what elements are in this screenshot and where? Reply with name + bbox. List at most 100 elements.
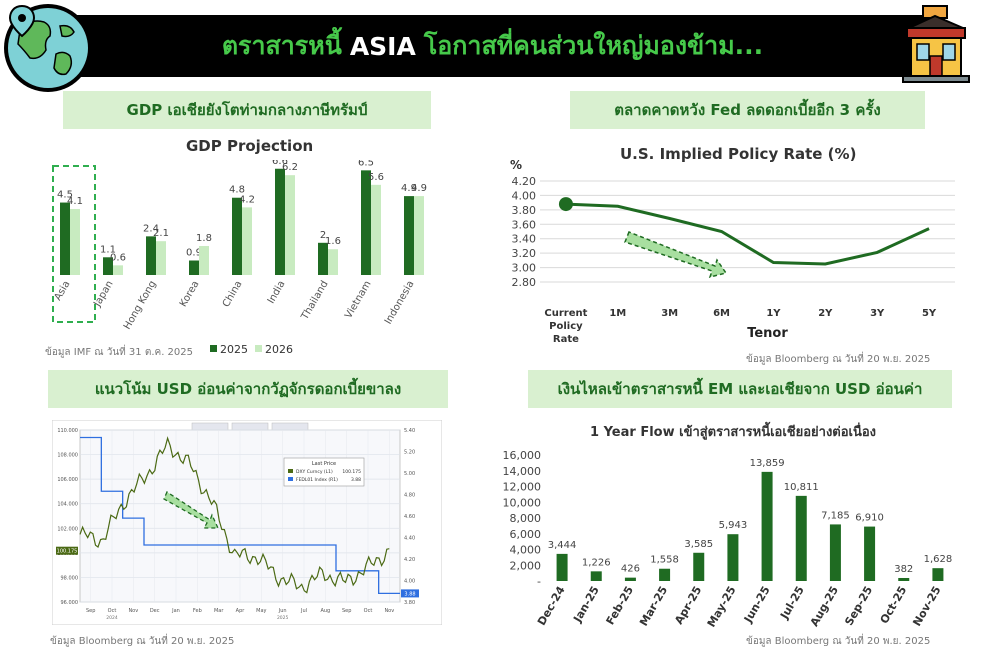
- gdp-bar-2025-2: [146, 236, 156, 275]
- gdp-data-label: 2.1: [153, 228, 169, 239]
- flow-data-label: 1,558: [650, 555, 679, 566]
- section-title-flow: เงินไหลเข้าตราสารหนี้ EM และเอเชียจาก US…: [528, 370, 952, 408]
- usd-toolbar-tab-2: [271, 422, 309, 431]
- gdp-bar-2026-3: [199, 246, 209, 275]
- gdp-data-label: 1.8: [196, 233, 212, 244]
- gdp-category-label: Indonesia: [383, 279, 417, 326]
- usd-left-tick: 106.000: [57, 477, 78, 483]
- flow-data-label: 7,185: [821, 510, 850, 521]
- flow-y-tick: 6,000: [510, 528, 542, 541]
- usd-right-tick: 4.80: [404, 493, 415, 499]
- flow-y-tick: 14,000: [503, 465, 542, 478]
- gdp-bar-2025-6: [318, 242, 328, 275]
- policy-x-tick: 1Y: [766, 308, 781, 319]
- gdp-bar-2026-1: [113, 265, 123, 275]
- flow-data-label: 10,811: [784, 482, 819, 493]
- gdp-category-label: Thailand: [299, 279, 331, 323]
- flow-source: ข้อมูล Bloomberg ณ วันที่ 20 พ.ย. 2025: [746, 636, 931, 647]
- gdp-bar-2025-5: [275, 168, 285, 275]
- gdp-category-label: Asia: [53, 279, 73, 303]
- gdp-data-label: 5.6: [368, 172, 384, 183]
- gdp-bar-2025-8: [404, 196, 414, 275]
- usd-toolbar-tab-0: [191, 422, 229, 431]
- gdp-bar-2026-5: [285, 175, 295, 275]
- flow-y-tick: -: [537, 575, 541, 588]
- flow-chart: 16,000 14,000 12,000 10,000 8,000 6,000 4,000 2…: [503, 449, 953, 630]
- gdp-category-label: Hong Kong: [122, 279, 159, 332]
- gdp-bar-2026-7: [371, 184, 381, 275]
- gdp-bar-2026-4: [242, 207, 252, 275]
- usd-month-tick: Dec: [150, 608, 160, 614]
- usd-fed-funds-line: [80, 436, 400, 595]
- usd-right-tick: 4.60: [404, 514, 415, 520]
- gdp-bar-2025-3: [189, 260, 199, 275]
- usd-dxy-last-tag: [56, 546, 78, 555]
- usd-right-tick: 5.00: [404, 471, 415, 477]
- gdp-legend-swatch-2026: [255, 345, 262, 352]
- policy-y-tick: 3.00: [512, 262, 537, 275]
- flow-bar-Aug-25: [829, 524, 841, 581]
- gdp-bar-2026-6: [328, 249, 338, 275]
- gdp-data-label: 4.9: [411, 183, 427, 194]
- flow-bar-May-25: [727, 534, 739, 581]
- gdp-bar-2025-0: [60, 202, 70, 275]
- gdp-data-label: 0.9: [186, 248, 202, 259]
- usd-right-tick: 5.20: [404, 450, 415, 456]
- flow-data-label: 3,585: [684, 539, 713, 550]
- flow-data-label: 13,859: [750, 458, 785, 469]
- page-title: ตราสารหนี้ ASIA โอกาสที่คนส่วนใหญ่มองข้า…: [40, 15, 945, 77]
- gdp-data-label: 6.5: [358, 160, 374, 168]
- gdp-bar-2025-1: [103, 257, 113, 275]
- usd-legend-swatch: [288, 477, 293, 481]
- policy-chart: % 4.204.00 3.803.60 3.403.20 3.002.80 Current…: [510, 158, 955, 345]
- usd-left-tick: 98.000: [61, 575, 79, 581]
- flow-y-tick: 2,000: [510, 559, 542, 572]
- policy-x-tick: 2Y: [818, 308, 833, 319]
- usd-right-tick: 4.00: [404, 579, 415, 585]
- usd-dxy-line: [79, 436, 390, 594]
- flow-category-label: Feb-25: [604, 584, 636, 627]
- policy-chart-title: U.S. Implied Policy Rate (%): [620, 145, 857, 163]
- usd-legend-name: FEDL01 Index (R1): [296, 477, 338, 483]
- usd-month-tick: Sep: [342, 608, 351, 614]
- usd-month-tick: Apr: [236, 608, 246, 614]
- policy-y-tick: 3.80: [512, 204, 537, 217]
- usd-fed-last-label: 3.88: [404, 591, 415, 597]
- flow-category-label: Jan-25: [570, 584, 601, 625]
- usd-month-tick: Jul: [300, 608, 307, 614]
- flow-bar-Jul-25: [795, 495, 807, 581]
- flow-bar-Jun-25: [761, 471, 773, 581]
- gdp-bar-2026-0: [70, 208, 80, 275]
- flow-bar-Jan-25: [590, 571, 602, 581]
- gdp-category-label: Korea: [178, 279, 202, 309]
- flow-y-tick: 10,000: [503, 496, 542, 509]
- policy-rate-line: [565, 202, 930, 266]
- flow-data-label: 1,226: [582, 557, 611, 568]
- flow-y-tick: 16,000: [503, 449, 542, 462]
- usd-legend-title: Last Price: [312, 461, 336, 467]
- gdp-bar-2025-7: [361, 170, 371, 275]
- policy-y-tick: 2.80: [512, 276, 537, 289]
- flow-category-label: Sep-25: [842, 584, 875, 628]
- gdp-data-label: 6.6: [272, 160, 288, 167]
- policy-x-tick: 5Y: [922, 308, 937, 319]
- gdp-data-label: 2: [320, 230, 326, 241]
- usd-right-tick: 4.20: [404, 557, 415, 563]
- flow-bar-Apr-25: [693, 552, 705, 581]
- flow-category-label: Aug-25: [808, 584, 841, 629]
- policy-y-tick: 3.60: [512, 218, 537, 231]
- flow-category-label: Nov-25: [910, 584, 943, 628]
- flow-bar-Dec-24: [556, 553, 568, 581]
- flow-chart-title: 1 Year Flow เข้าสู่ตราสารหนี้เอเชียอย่าง…: [590, 425, 877, 440]
- usd-month-tick: May: [256, 608, 266, 614]
- section-title-policy: ตลาดคาดหวัง Fed ลดดอกเบี้ยอีก 3 ครั้ง: [570, 91, 925, 129]
- flow-category-label: Dec-24: [535, 584, 568, 628]
- usd-legend-swatch: [288, 469, 293, 473]
- gdp-data-label: 2.4: [143, 223, 159, 234]
- flow-bar-Sep-25: [864, 526, 876, 581]
- usd-year-tick-2025: 2025: [277, 615, 289, 621]
- usd-left-tick: 102.000: [57, 526, 78, 532]
- usd-month-tick: Aug: [320, 608, 330, 614]
- gdp-bar-2026-8: [414, 196, 424, 275]
- flow-category-label: Jun-25: [741, 584, 773, 626]
